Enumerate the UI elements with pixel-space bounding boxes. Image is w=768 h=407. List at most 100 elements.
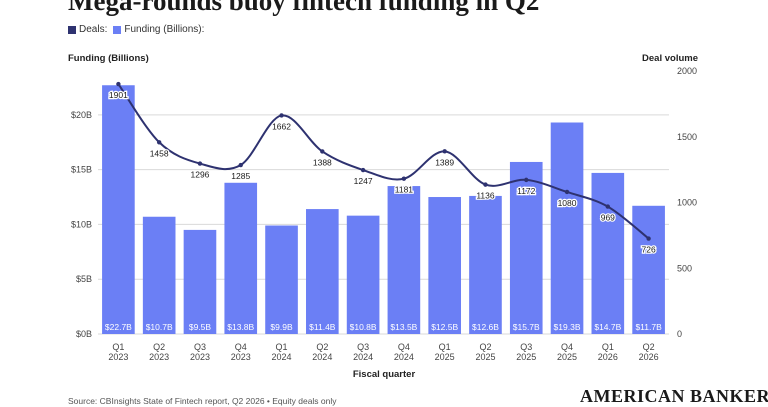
deals-point: [524, 177, 529, 183]
x-tick-label-year: 2023: [108, 352, 128, 362]
x-tick-label-quarter: Q3: [520, 342, 532, 352]
deals-point: [197, 161, 203, 166]
x-tick-label-quarter: Q4: [561, 342, 573, 352]
bar-value-label: $10.7B: [146, 322, 173, 332]
x-tick-label-quarter: Q3: [194, 342, 206, 352]
x-tick-label-quarter: Q4: [398, 342, 410, 352]
legend-item-deals: Deals:: [68, 24, 107, 35]
x-tick-label-quarter: Q2: [316, 342, 328, 352]
legend-label-deals: Deals:: [79, 24, 108, 35]
x-tick-label-year: 2024: [312, 352, 332, 362]
y-tick-label-right: 0: [677, 329, 682, 339]
bar: [387, 186, 421, 334]
bar: [632, 205, 665, 334]
bar: [428, 197, 461, 334]
bar: [265, 225, 298, 334]
x-tick-label-quarter: Q2: [153, 342, 165, 352]
bar-value-label: $12.6B: [472, 322, 499, 332]
bar: [306, 209, 339, 334]
bar-value-label: $15.7B: [513, 322, 540, 332]
bar: [346, 215, 380, 334]
deals-point: [320, 149, 325, 154]
bar-value-label: $9.9B: [270, 322, 293, 332]
x-tick-label-year: 2024: [272, 352, 292, 362]
bar-value-label: $19.3B: [554, 322, 581, 332]
deals-value-label: 1388: [313, 157, 332, 167]
deals-value-label: 1389: [435, 157, 454, 167]
bar-value-label: $13.8B: [227, 322, 254, 332]
deals-point: [360, 167, 366, 173]
bar-value-label: $9.5B: [189, 322, 212, 332]
bar-value-label: $14.7B: [594, 322, 621, 332]
deals-point: [238, 162, 243, 168]
bar-value-label: $11.4B: [309, 322, 336, 332]
x-tick-label-year: 2024: [394, 352, 414, 362]
x-tick-label-quarter: Q1: [439, 342, 451, 352]
deals-value-label: 1285: [231, 171, 250, 181]
bar: [469, 195, 502, 334]
bar-value-label: $10.8B: [350, 322, 377, 332]
deals-point: [116, 81, 121, 87]
y-tick-label-left: $15B: [71, 165, 92, 175]
x-tick-label-quarter: Q2: [643, 342, 655, 352]
x-tick-label-year: 2023: [190, 352, 210, 362]
bar: [224, 182, 258, 334]
deals-value-label: 1458: [150, 148, 169, 158]
deals-value-label: 1296: [191, 170, 210, 180]
x-tick-label-year: 2023: [231, 352, 251, 362]
deals-point: [564, 189, 570, 195]
x-tick-label-year: 2025: [435, 352, 455, 362]
deals-value-label: 1662: [272, 121, 291, 131]
bar: [102, 85, 135, 334]
x-tick-label-year: 2024: [353, 352, 373, 362]
y-axis-title-right: Deal volume: [642, 53, 698, 64]
x-tick-label-year: 2023: [149, 352, 169, 362]
legend-swatch-deals: [68, 25, 76, 34]
x-tick-label-quarter: Q1: [112, 342, 124, 352]
y-tick-label-right: 1000: [677, 198, 697, 208]
deals-value-label: 1901: [109, 90, 128, 100]
deals-value-label: 1080: [558, 198, 577, 208]
deals-value-label: 1136: [476, 191, 495, 201]
y-tick-label-right: 500: [677, 263, 692, 273]
bar: [142, 216, 176, 334]
y-tick-label-left: $5B: [76, 274, 92, 284]
deals-point: [442, 149, 447, 154]
deals-value-label: 1172: [517, 186, 536, 196]
x-tick-label-quarter: Q1: [276, 342, 288, 352]
x-axis-title: Fiscal quarter: [353, 369, 416, 380]
bar: [509, 161, 543, 334]
x-tick-label-quarter: Q1: [602, 342, 614, 352]
deals-point: [156, 140, 162, 145]
bar-value-label: $12.5B: [431, 322, 458, 332]
y-tick-label-left: $20B: [71, 110, 92, 120]
deals-point: [401, 176, 407, 181]
bar-value-label: $11.7B: [635, 322, 662, 332]
bar: [591, 172, 625, 334]
deals-point: [646, 236, 651, 241]
y-tick-label-right: 2000: [677, 66, 697, 76]
deals-point: [483, 182, 488, 187]
x-tick-label-year: 2025: [557, 352, 577, 362]
brand-logo: AMERICAN BANKER: [580, 386, 768, 406]
deals-point: [605, 204, 611, 209]
bar-value-label: $13.5B: [390, 322, 417, 332]
deals-point: [279, 113, 284, 118]
bar-value-label: $22.7B: [105, 322, 132, 332]
y-axis-title-left: Funding (Billions): [68, 53, 149, 64]
y-tick-label-left: $10B: [71, 219, 92, 229]
legend: Deals: Funding (Billions):: [68, 24, 210, 35]
x-tick-label-year: 2025: [475, 352, 495, 362]
x-tick-label-quarter: Q2: [479, 342, 491, 352]
deals-value-label: 969: [601, 213, 615, 223]
chart-title: Mega-rounds buoy fintech funding in Q2: [68, 0, 540, 16]
deals-value-label: 726: [642, 245, 656, 255]
x-tick-label-year: 2026: [639, 352, 659, 362]
deals-value-label: 1247: [354, 176, 373, 186]
x-tick-label-year: 2026: [598, 352, 618, 362]
x-tick-label-quarter: Q4: [235, 342, 247, 352]
bar: [550, 122, 584, 334]
y-tick-label-left: $0B: [76, 329, 92, 339]
legend-label-funding: Funding (Billions):: [124, 24, 205, 35]
